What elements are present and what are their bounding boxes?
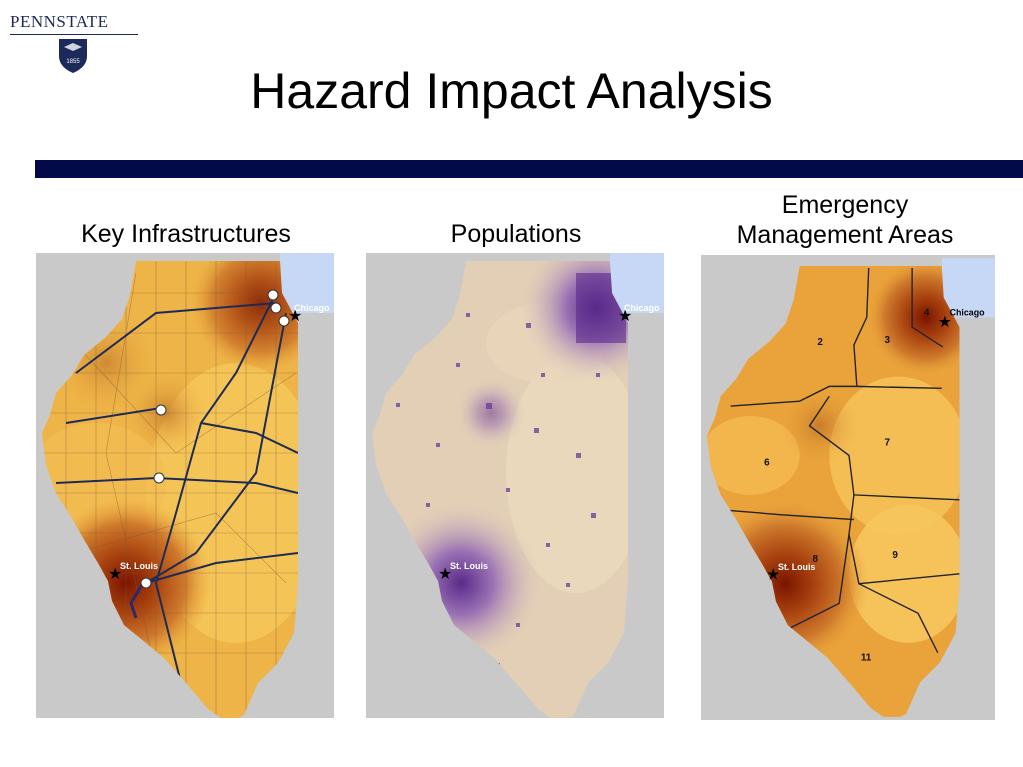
airport-icon: [140, 577, 152, 589]
area-label-6: 6: [764, 457, 770, 468]
chicago-label: Chicago: [950, 307, 986, 317]
map-key-infrastructures[interactable]: ★ Chicago ★ St. Louis: [36, 253, 334, 718]
area-label-2: 2: [817, 337, 823, 348]
star-icon: ★: [438, 566, 452, 583]
logo-year: 1855: [66, 59, 80, 65]
area-label-7: 7: [885, 438, 891, 449]
map-emergency-management-areas[interactable]: 2 3 4 6 7 8 9 11 ★ Chicago ★ St. Louis: [701, 255, 995, 720]
airport-icon: [278, 315, 290, 327]
caption-line-2: Management Areas: [736, 221, 954, 249]
area-label-3: 3: [885, 335, 891, 346]
chicago-label: Chicago: [624, 303, 660, 313]
logo-rule: [10, 34, 138, 35]
star-icon: ★: [766, 567, 780, 584]
airport-icon: [155, 404, 167, 416]
st-louis-label: St. Louis: [450, 561, 488, 571]
page-title: Hazard Impact Analysis: [250, 63, 773, 119]
lake-michigan: [280, 253, 334, 313]
lake-michigan: [941, 258, 995, 318]
shield-icon: 1855: [59, 39, 87, 73]
chicago-label: Chicago: [294, 303, 330, 313]
caption-key-infrastructures: Key Infrastructures: [81, 220, 291, 248]
airport-icons: [140, 289, 290, 589]
area-label-8: 8: [812, 554, 818, 565]
logo-wordmark: PENNSTATE: [10, 12, 109, 31]
airport-icon: [270, 302, 282, 314]
caption-populations: Populations: [450, 220, 582, 248]
star-icon: ★: [618, 308, 632, 325]
map-populations[interactable]: ★ Chicago ★ St. Louis: [366, 253, 664, 718]
area-label-4: 4: [924, 307, 930, 318]
star-icon: ★: [288, 308, 302, 325]
area-label-9: 9: [892, 550, 898, 561]
caption-emergency-management-areas: Emergency Management Areas: [690, 190, 1000, 250]
caption-line-1: Emergency: [781, 191, 909, 219]
star-icon: ★: [108, 566, 122, 583]
airport-icon: [153, 472, 165, 484]
airport-icon: [267, 289, 279, 301]
header-bar: [35, 160, 1023, 178]
lake-michigan: [610, 253, 664, 313]
st-louis-label: St. Louis: [120, 561, 158, 571]
st-louis-label: St. Louis: [778, 562, 815, 572]
pennstate-logo[interactable]: PENNSTATE 1855: [10, 10, 140, 74]
area-labels: 2 3 4 6 7 8 9 11: [764, 307, 930, 663]
star-icon: ★: [938, 314, 952, 331]
area-label-11: 11: [861, 653, 872, 664]
